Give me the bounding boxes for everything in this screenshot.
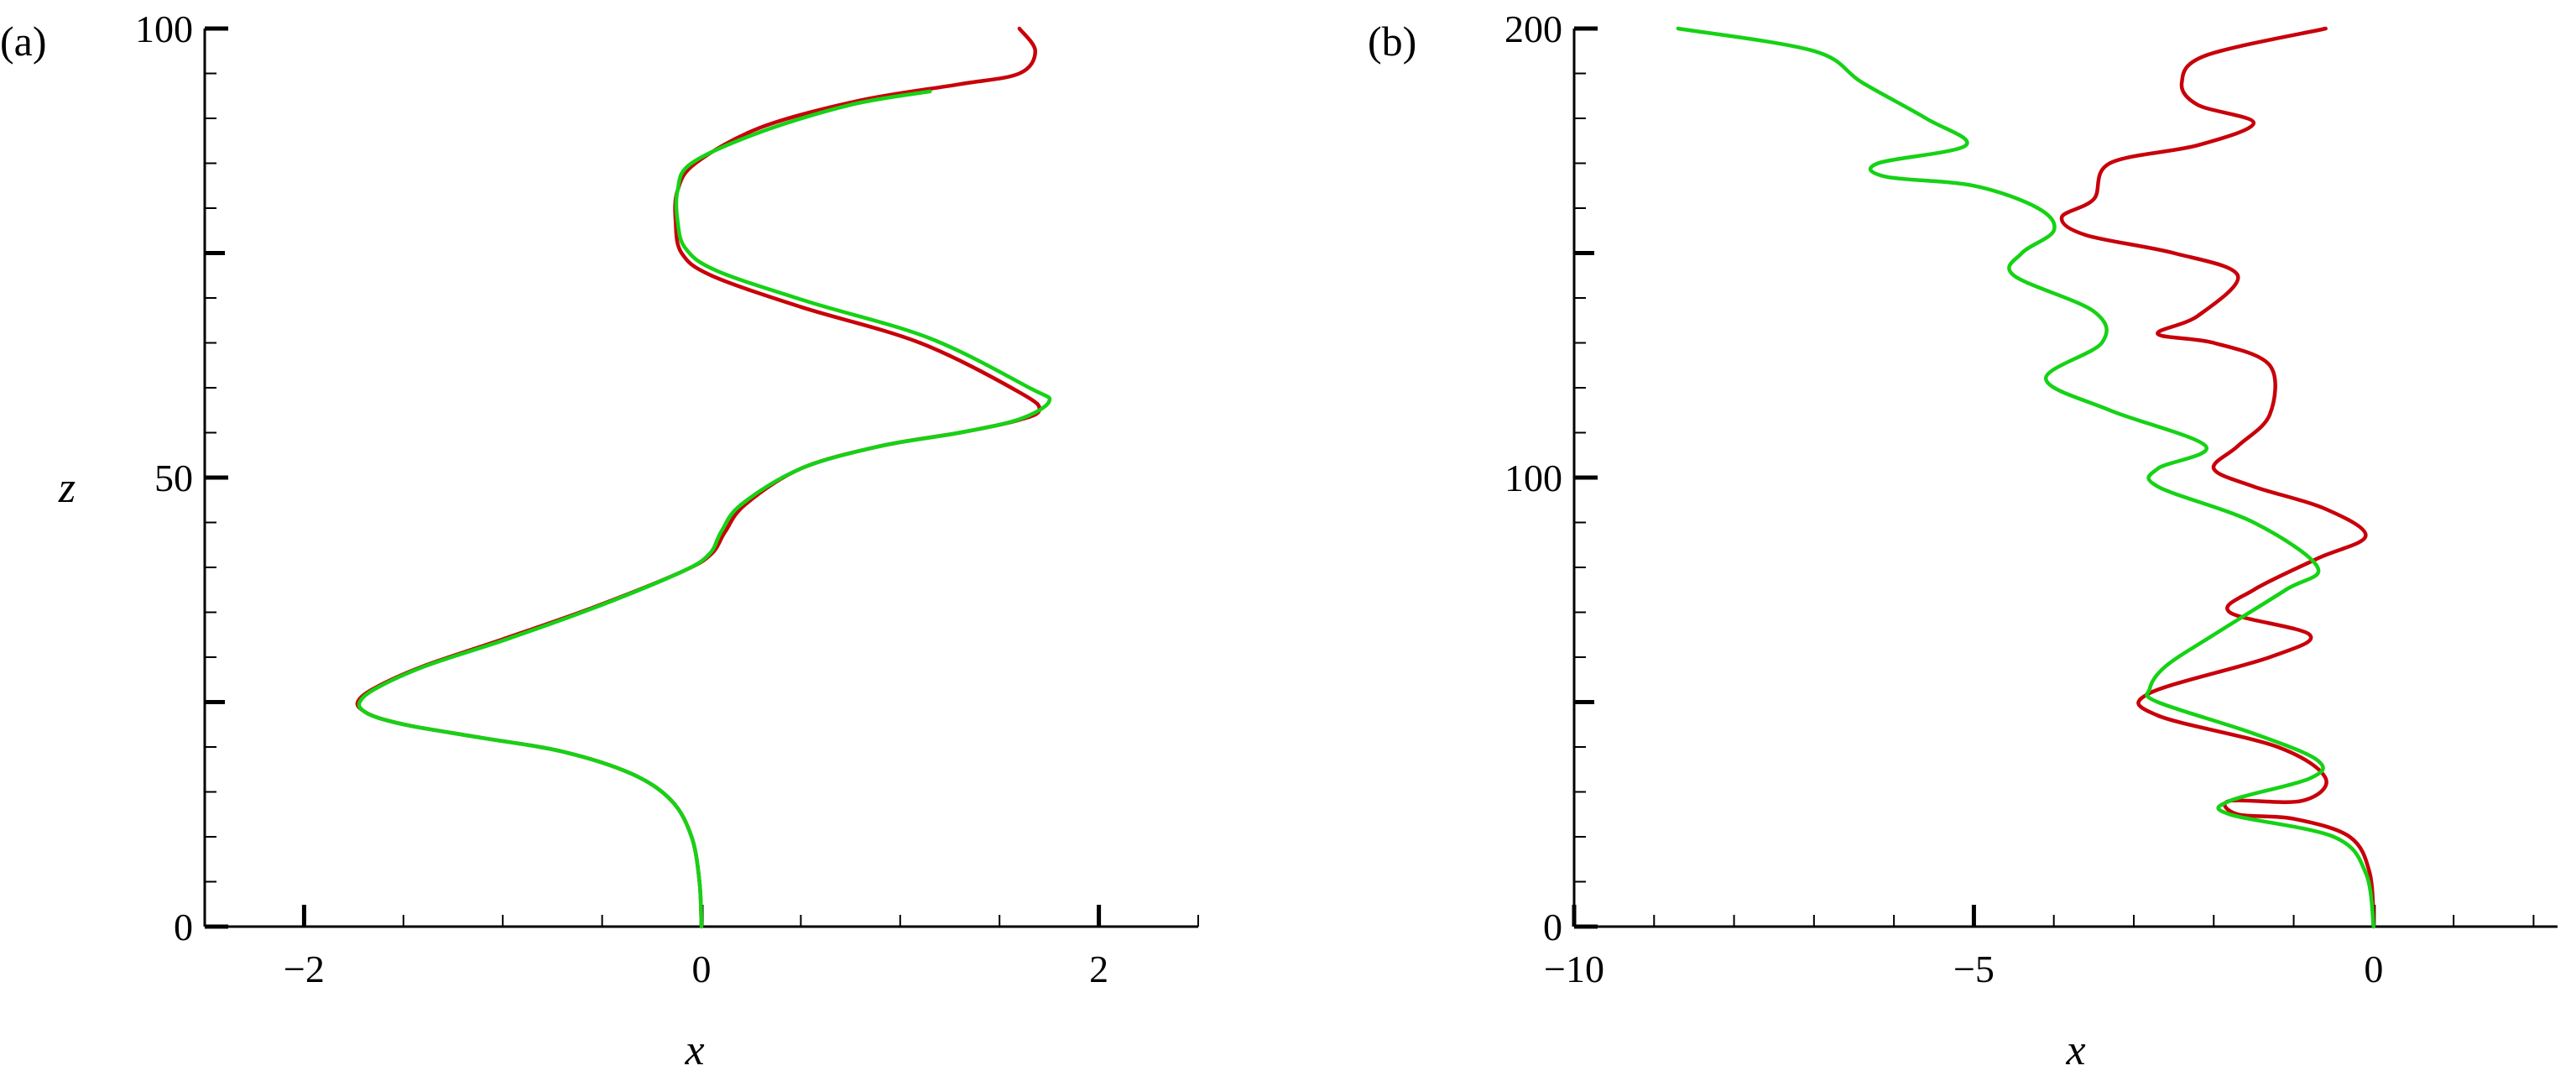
panel-b-x-tick-label: 0 xyxy=(2364,948,2383,990)
panel-b-curves xyxy=(1676,26,2376,929)
panel-a-curves xyxy=(355,26,1052,929)
panel-b-x-tick-label: −5 xyxy=(1953,948,1995,990)
panel-a-x-tick-label: 0 xyxy=(692,948,712,990)
panel-a-series-red-line xyxy=(355,26,1041,929)
panel-a-x-tick-label: −2 xyxy=(284,948,325,990)
panel-a-y-tick-label: 0 xyxy=(174,906,193,948)
panel-a-series-green-line xyxy=(357,89,1052,929)
panel-b-y-tick-label: 200 xyxy=(1504,8,1562,50)
panel-a-x-tick-label: 2 xyxy=(1089,948,1108,990)
panel-b-x-tick-label: −10 xyxy=(1544,948,1604,990)
panel-b-series-green-line xyxy=(1676,26,2376,929)
panel-a-y-axis-label: z xyxy=(58,464,76,512)
panel-label-b: (b) xyxy=(1368,18,1416,65)
panel-a-x-axis-label: x xyxy=(684,1026,704,1074)
panel-b-x-axis-label: x xyxy=(2065,1026,2085,1074)
panel-a-y-tick-label: 50 xyxy=(154,457,193,499)
panel-b: (b) −10 −5 0 0 100 200 x xyxy=(1368,8,2558,1074)
panel-b-y-tick-label: 0 xyxy=(1543,906,1562,948)
panel-a-axes: −2 0 2 0 50 100 xyxy=(135,8,1199,990)
panel-b-y-tick-label: 100 xyxy=(1504,457,1562,499)
panel-b-series-red-line xyxy=(2059,26,2376,929)
panel-a-y-tick-label: 100 xyxy=(135,8,193,50)
panel-b-axes: −10 −5 0 0 100 200 xyxy=(1504,8,2558,990)
panel-label-a: (a) xyxy=(0,18,47,65)
panel-a: (a) −2 0 2 0 50 100 x z xyxy=(0,8,1199,1074)
